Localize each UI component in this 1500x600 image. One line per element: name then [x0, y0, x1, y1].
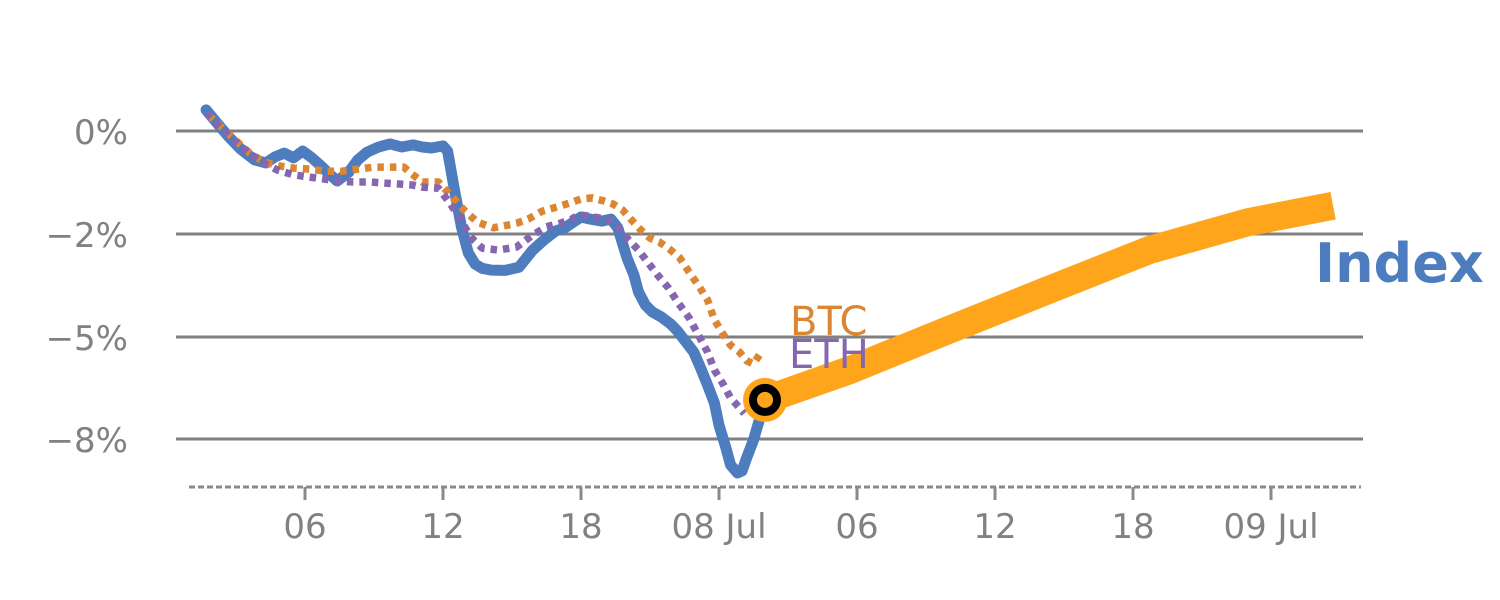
y-tick-label: −2%	[46, 216, 128, 256]
series-layer	[200, 104, 1336, 479]
series-btc-line	[205, 112, 764, 368]
x-tick-label: 09 Jul	[1223, 507, 1318, 547]
x-tick-label: 18	[1111, 507, 1154, 547]
axis-layer: 0% −2% −5% −8% 06 12 18 08 Jul 06 12 18 09 Jul	[46, 113, 1361, 547]
x-tick-label: 08 Jul	[671, 507, 766, 547]
series-index-projection-line	[760, 191, 1336, 414]
btc-series-label: BTC	[790, 299, 867, 345]
marker-layer	[743, 377, 787, 422]
y-tick-label: 0%	[74, 113, 128, 153]
last-value-ring-marker	[749, 383, 781, 416]
x-tick-label: 18	[559, 507, 602, 547]
series-eth-line	[203, 110, 748, 416]
index-series-label: Index	[1315, 232, 1484, 295]
y-tick-label: −8%	[46, 421, 128, 461]
x-tick-label: 12	[421, 507, 464, 547]
x-tick-label: 06	[835, 507, 878, 547]
eth-series-label: ETH	[789, 332, 869, 378]
y-tick-label: −5%	[46, 319, 128, 359]
series-index-line	[200, 104, 771, 479]
x-tick-label: 06	[283, 507, 326, 547]
x-tick-label: 12	[973, 507, 1016, 547]
